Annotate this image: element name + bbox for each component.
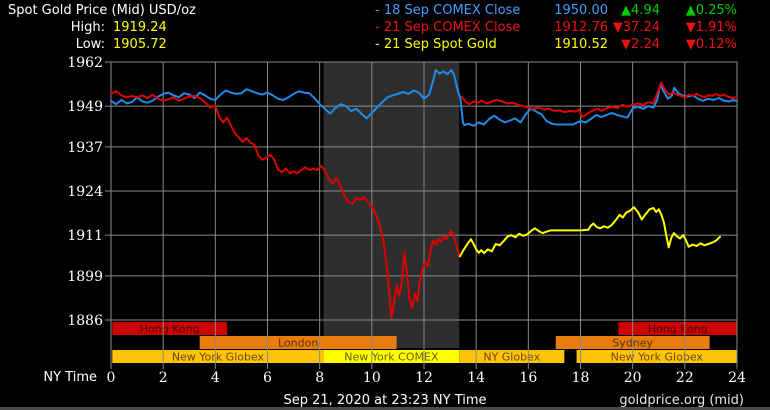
legend-series-label: - 21 Sep Spot Gold	[375, 37, 497, 52]
legend-change-pct: ▼0.12%	[685, 37, 737, 52]
x-axis-tick-label: 20	[624, 370, 642, 386]
low-label: Low:	[75, 37, 105, 52]
legend-series-label: - 21 Sep COMEX Close	[375, 20, 521, 35]
session-bar-new-york-globex	[576, 350, 737, 363]
y-axis-tick-label: 1924	[67, 184, 103, 200]
session-bar-new-york-comex	[323, 350, 460, 363]
x-axis-tick-label: 24	[728, 370, 746, 386]
x-axis-tick-label: 16	[519, 370, 537, 386]
session-bar-label: Hong Kong	[648, 323, 708, 336]
legend-change-arrow: ▼37.24	[612, 20, 660, 35]
session-bar-label: New York Globex	[611, 351, 704, 364]
legend-item-21sep-spot: - 21 Sep Spot Gold 1910.52 ▼2.24 ▼0.12%	[375, 37, 737, 52]
y-axis-tick-label: 1911	[67, 228, 103, 244]
comex-session-band	[323, 62, 460, 348]
legend-change-arrow: ▲4.94	[621, 3, 660, 18]
low-value: 1905.72	[113, 37, 167, 52]
high-row: High:	[0, 20, 105, 35]
x-axis-tick-label: 18	[572, 370, 590, 386]
session-bar-hong-kong	[112, 322, 228, 335]
x-axis-tick-label: 22	[676, 370, 694, 386]
legend-series-value: 1912.76	[554, 20, 608, 35]
page-title: Spot Gold Price (Mid) USD/oz	[8, 3, 196, 18]
series-line-21-sep-spot-gold	[459, 206, 721, 258]
bottom-divider	[0, 407, 770, 410]
legend-item-21sep-comex: - 21 Sep COMEX Close 1912.76 ▼37.24 ▼1.9…	[375, 20, 737, 35]
x-axis-label: NY Time	[43, 370, 97, 385]
legend-change-pct: ▲0.25%	[685, 3, 737, 18]
high-label: High:	[70, 20, 105, 35]
session-bar-label: London	[278, 337, 318, 350]
footer-timestamp: Sep 21, 2020 at 23:23 NY Time	[283, 393, 487, 408]
y-axis-tick-label: 1937	[67, 140, 103, 156]
session-bar-label: New York COMEX	[344, 351, 439, 364]
legend-change-pct: ▼1.91%	[685, 20, 737, 35]
legend-series-label: - 18 Sep COMEX Close	[375, 3, 521, 18]
legend-item-18sep-comex: - 18 Sep COMEX Close 1950.00 ▲4.94 ▲0.25…	[375, 3, 737, 18]
legend-change-arrow: ▼2.24	[621, 37, 660, 52]
low-row: Low:	[0, 37, 105, 52]
x-axis-tick-label: 0	[107, 370, 116, 386]
series-line-21-sep-comex-close	[110, 90, 461, 319]
x-axis-tick-label: 6	[263, 370, 272, 386]
x-axis-tick-label: 14	[467, 370, 485, 386]
session-bar-ny-globex	[459, 350, 565, 363]
high-value: 1919.24	[113, 20, 167, 35]
y-axis-tick-label: 1962	[67, 55, 103, 71]
session-bar-label: New York Globex	[172, 351, 265, 364]
legend-series-value: 1910.52	[554, 37, 608, 52]
x-axis-tick-label: 4	[211, 370, 220, 386]
session-bar-hong-kong	[618, 322, 737, 335]
y-axis-tick-label: 1899	[67, 269, 103, 285]
session-bar-label: NY Globex	[483, 351, 540, 364]
footer-source: goldprice.org (mid)	[619, 393, 744, 408]
session-bar-london	[199, 336, 397, 349]
legend-series-value: 1950.00	[554, 3, 608, 18]
y-axis-tick-label: 1886	[67, 313, 103, 329]
x-axis-tick-label: 2	[159, 370, 168, 386]
y-axis-tick-label: 1949	[67, 99, 103, 115]
series-line-18-sep-comex-close	[110, 69, 738, 127]
x-axis-tick-label: 10	[363, 370, 381, 386]
series-line-21-sep-comex-close	[460, 81, 738, 118]
session-bar-new-york-globex	[112, 350, 324, 363]
x-axis-tick-label: 8	[315, 370, 324, 386]
session-bar-label: Hong Kong	[140, 323, 200, 336]
x-axis-tick-label: 12	[415, 370, 433, 386]
